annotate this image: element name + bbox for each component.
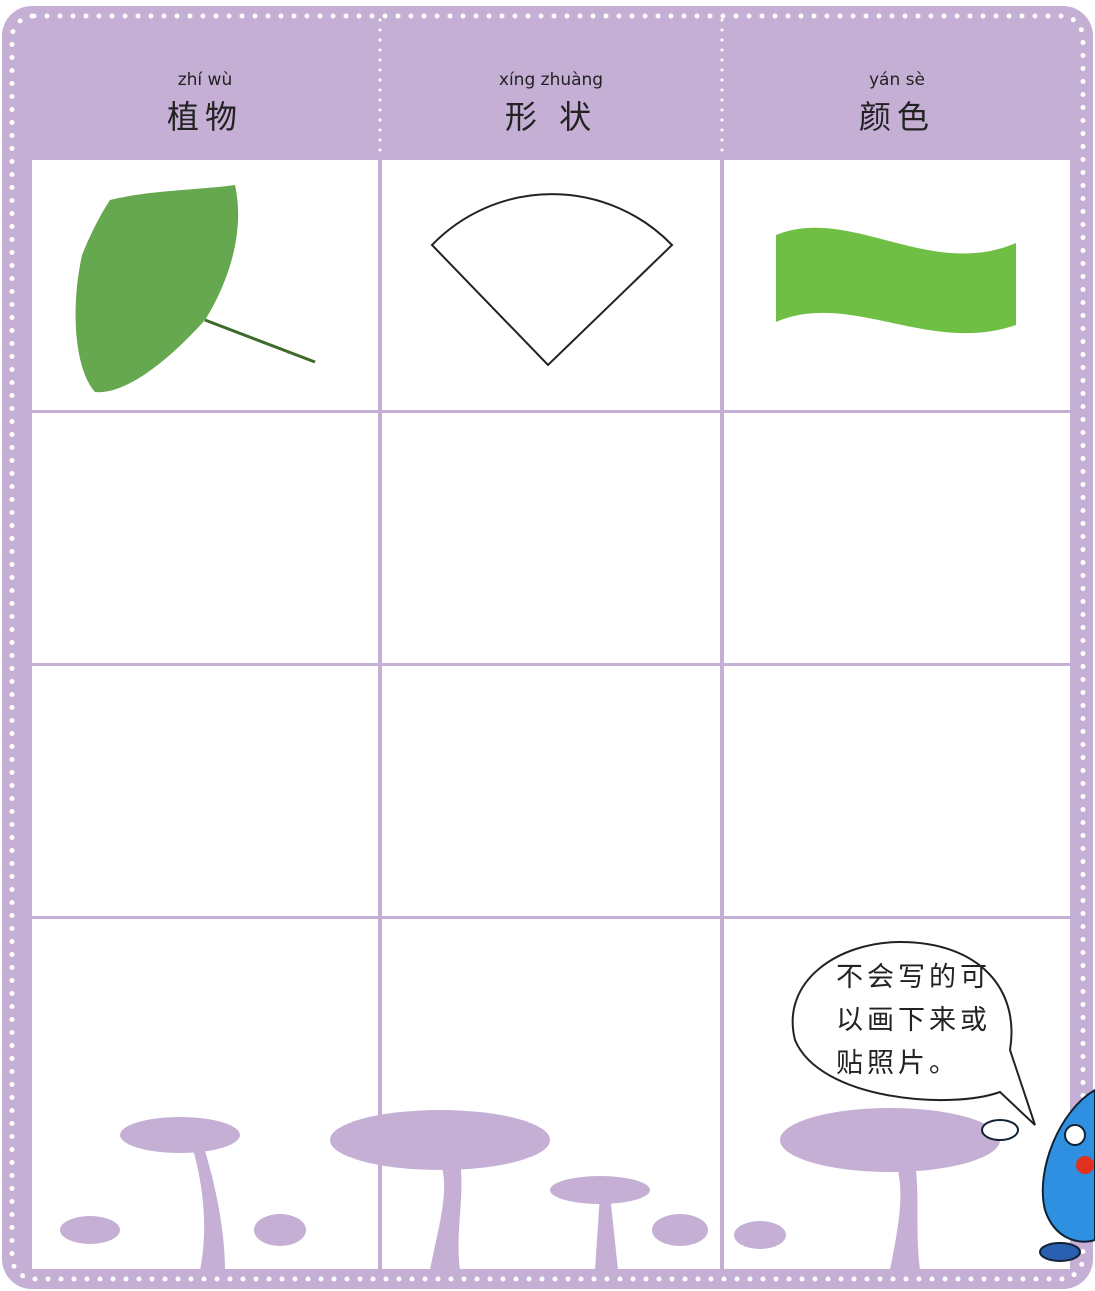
bubble-text: 以画下来或 <box>836 1005 991 1036</box>
cell <box>382 919 720 1269</box>
mascot <box>981 1088 1095 1262</box>
column-pinyin: zhí wù <box>177 70 233 90</box>
cell <box>32 413 378 663</box>
fan-shape <box>430 193 674 367</box>
column-pinyin: yán sè <box>869 70 925 90</box>
cell <box>382 666 720 916</box>
column-label: 颜色 <box>858 98 935 136</box>
cell <box>724 666 1070 916</box>
speech-bubble <box>791 940 1036 1126</box>
column-label: 形 状 <box>504 98 598 136</box>
cell <box>382 413 720 663</box>
column-label: 植物 <box>166 98 243 136</box>
ginkgo-leaf <box>75 185 239 393</box>
leaf-stem <box>204 318 316 364</box>
cell <box>382 160 720 410</box>
bubble-text: 贴照片。 <box>836 1048 960 1079</box>
column-pinyin: xíng zhuàng <box>498 70 604 90</box>
silhouettes <box>60 1108 1000 1270</box>
green-swatch <box>776 227 1016 334</box>
cell <box>724 413 1070 663</box>
cell <box>32 666 378 916</box>
bubble-text: 不会写的可 <box>836 962 991 993</box>
